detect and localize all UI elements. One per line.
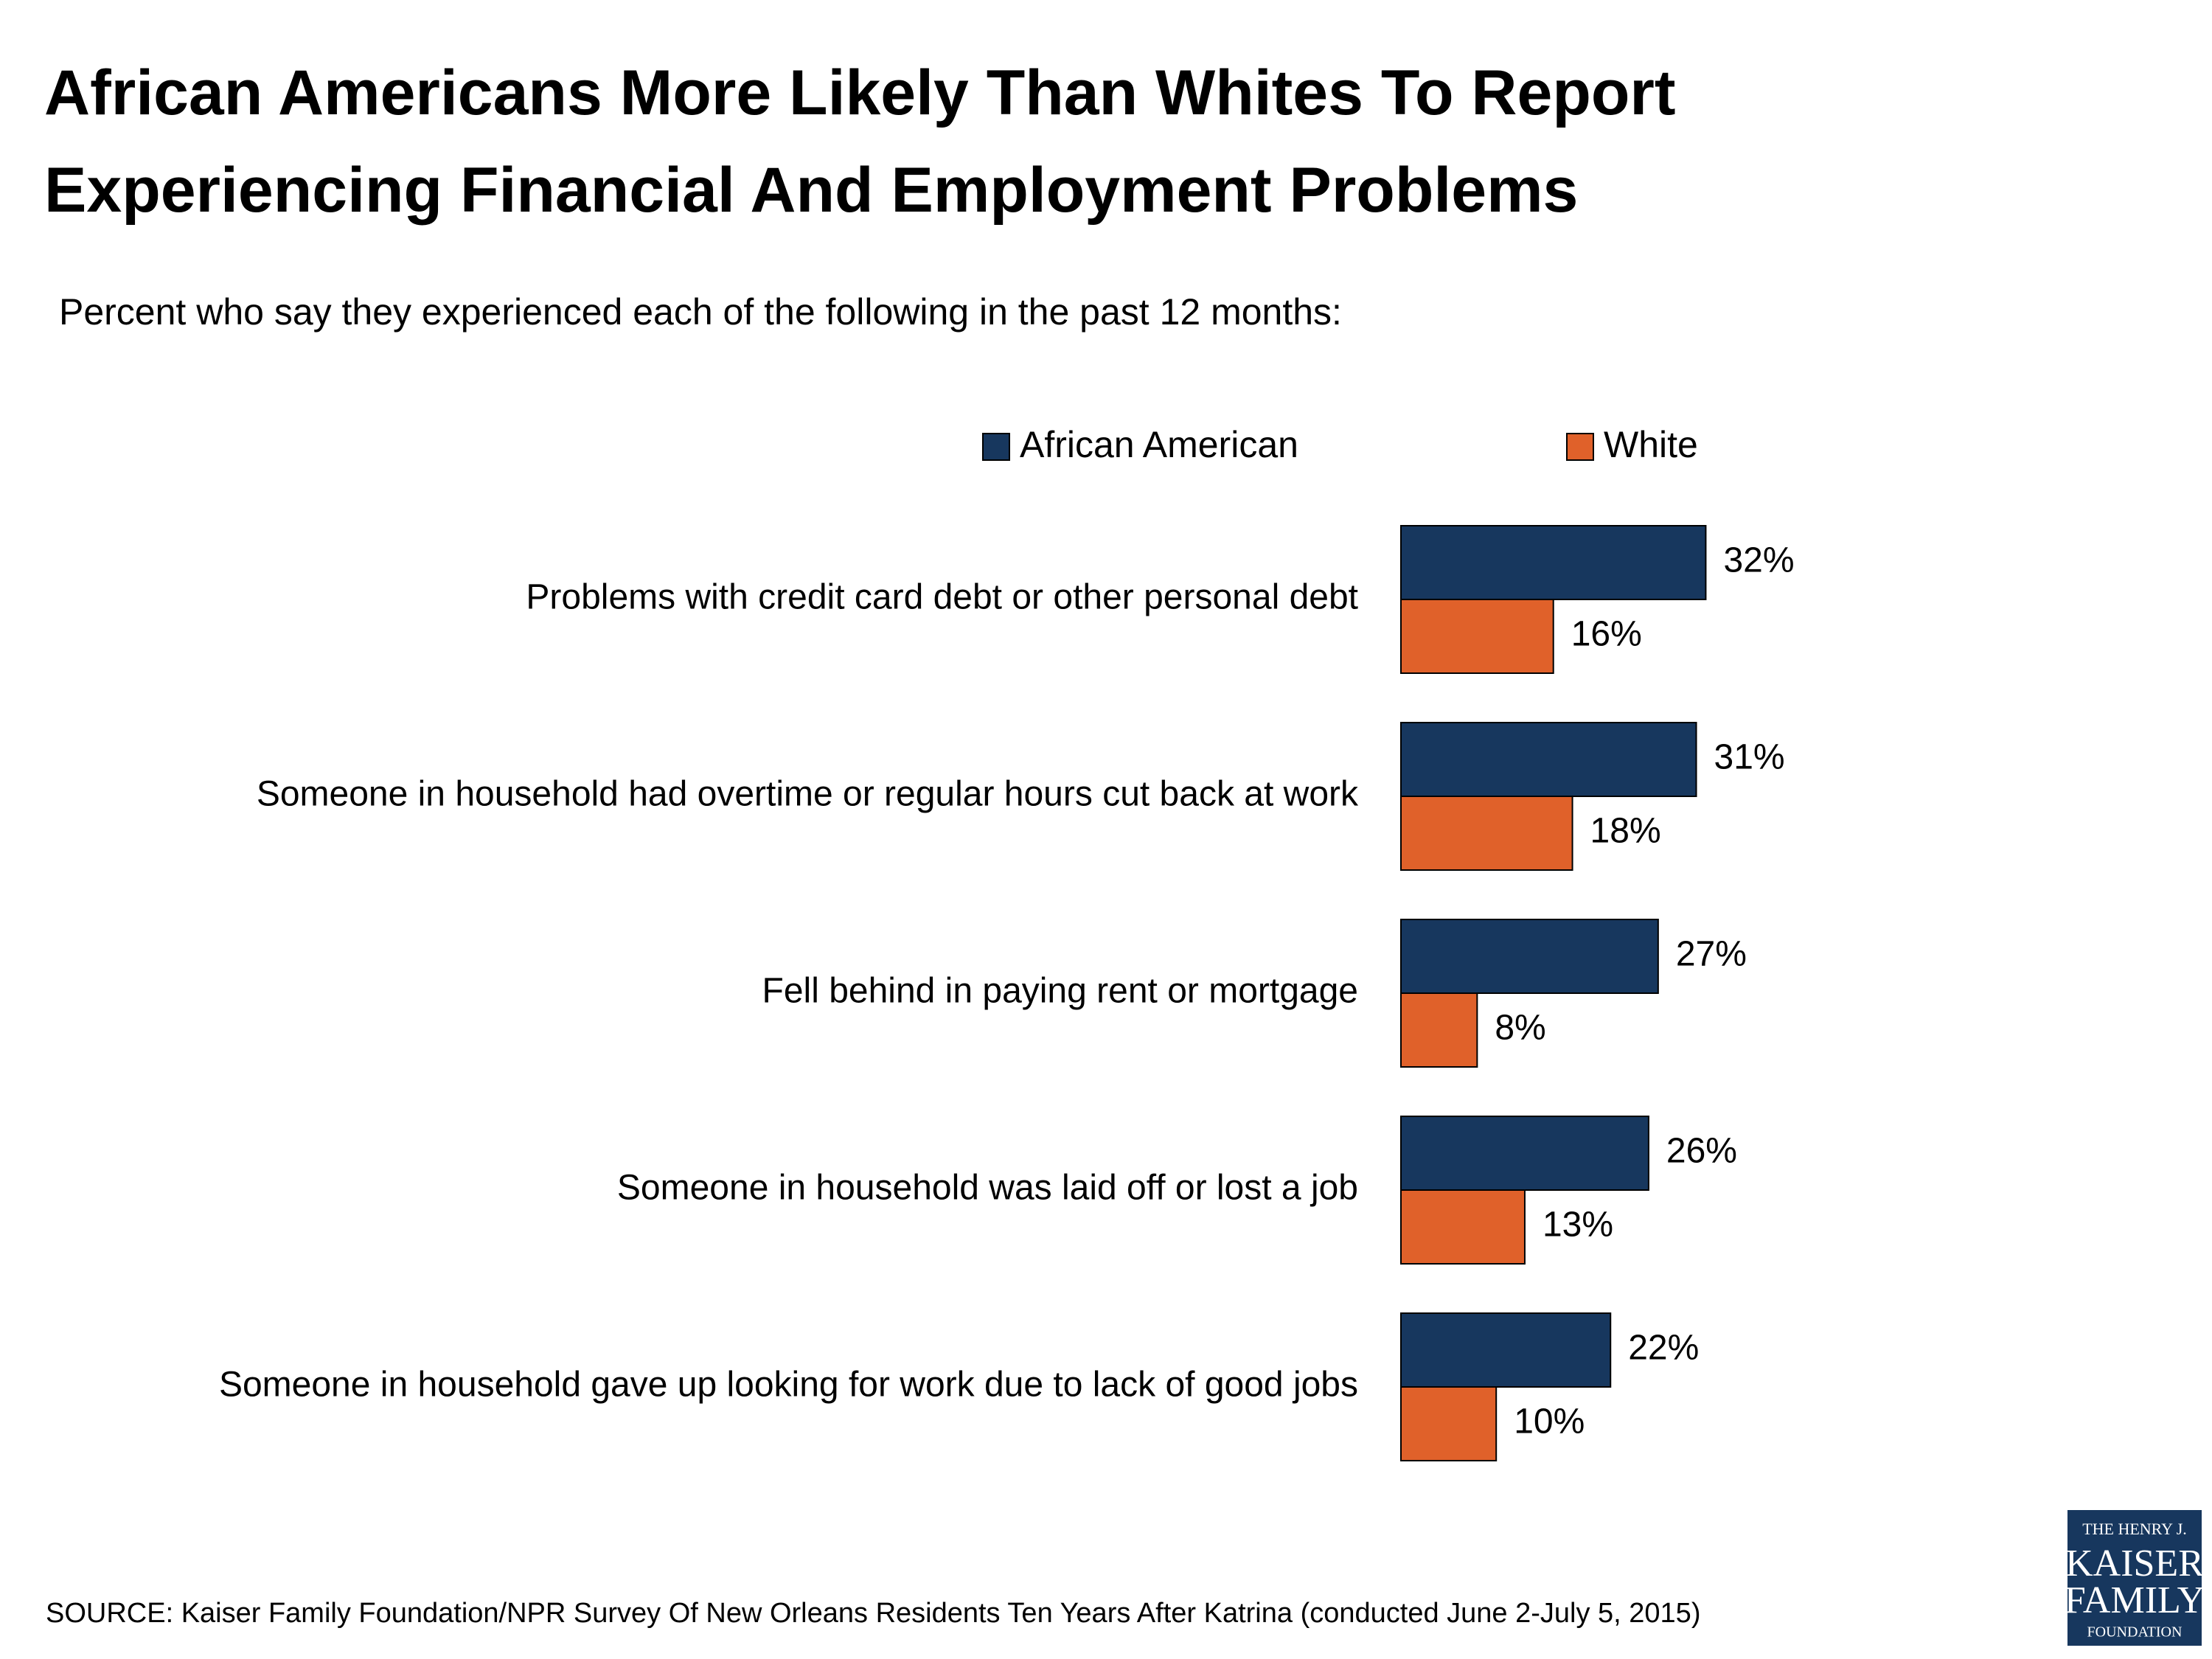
bar [1400,1312,1612,1388]
logo-text: FOUNDATION [2087,1624,2183,1641]
legend-label: White [1604,424,1698,465]
bar [1400,525,1707,600]
legend-label: African American [1020,424,1298,465]
logo-box [2067,1510,2202,1646]
logo-text: KAISER [2065,1543,2204,1585]
bar [1400,796,1573,871]
source: SOURCE: Kaiser Family Foundation/NPR Sur… [46,1598,1700,1629]
value-label: 13% [1543,1206,1613,1245]
category-label: Someone in household gave up looking for… [219,1366,1358,1405]
value-label: 31% [1714,738,1785,777]
bar [1400,599,1554,674]
logo-text: FAMILY [2065,1579,2205,1621]
value-label: 16% [1571,615,1642,654]
value-label: 32% [1723,541,1794,580]
logo-text: THE HENRY J. [2082,1520,2187,1538]
category-label: Problems with credit card debt or other … [526,578,1358,617]
bar [1400,992,1478,1068]
bar [1400,919,1659,994]
bar [1400,1116,1649,1191]
legend-swatch [982,433,1010,461]
category-label: Someone in household had overtime or reg… [257,775,1359,814]
value-label: 10% [1514,1402,1585,1441]
value-label: 27% [1676,935,1747,974]
subtitle: Percent who say they experienced each of… [59,291,1342,333]
value-label: 8% [1495,1009,1545,1048]
logo: THE HENRY J. KAISER FAMILY FOUNDATION [2065,1520,2205,1641]
bar [1400,1189,1526,1265]
value-label: 26% [1666,1132,1737,1171]
chart-title: African Americans More Likely Than White… [44,58,1676,226]
value-label: 22% [1628,1329,1699,1368]
value-label: 18% [1590,812,1661,851]
bar [1400,722,1697,797]
bar [1400,1386,1498,1461]
category-label: Fell behind in paying rent or mortgage [762,972,1358,1011]
category-label: Someone in household was laid off or los… [617,1169,1358,1208]
legend-swatch [1566,433,1594,461]
